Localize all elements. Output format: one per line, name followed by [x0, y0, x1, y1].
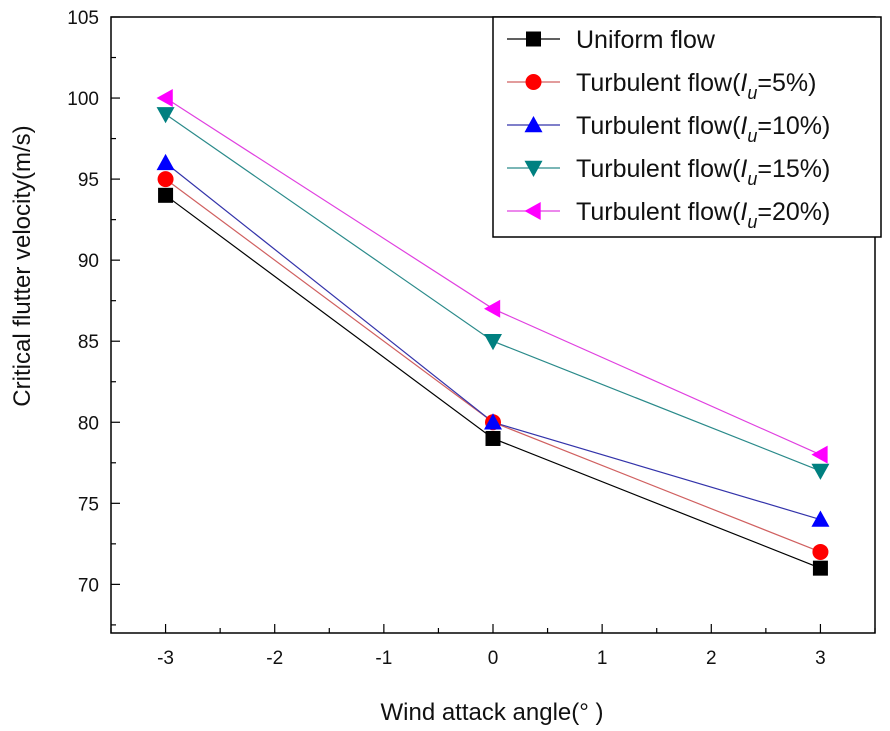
y-tick-label: 105	[67, 8, 99, 29]
legend-label-1: Turbulent flow(Iu=5%)	[576, 69, 816, 103]
x-tick-label: -2	[266, 648, 283, 669]
y-tick-label: 85	[78, 332, 99, 353]
legend-label-0: Uniform flow	[576, 26, 716, 54]
y-tick-label: 70	[78, 575, 99, 596]
x-tick-label: 2	[706, 648, 717, 669]
data-point-s4-0	[156, 89, 173, 108]
legend-label-4: Turbulent flow(Iu=20%)	[576, 198, 830, 232]
data-point-s0-2	[812, 560, 828, 576]
legend-marker-1	[525, 74, 542, 90]
data-point-s0-1	[485, 430, 501, 446]
data-point-s3-1	[484, 334, 502, 351]
x-tick-label: -1	[375, 648, 392, 669]
y-tick-label: 75	[78, 494, 99, 515]
legend-label-2: Turbulent flow(Iu=10%)	[576, 112, 830, 146]
x-tick-label: 3	[815, 648, 826, 669]
legend-box	[492, 16, 882, 238]
y-tick-label: 80	[78, 413, 99, 434]
data-point-s2-2	[811, 510, 830, 527]
x-tick-label: 1	[597, 648, 608, 669]
legend-marker-4	[524, 202, 541, 220]
y-tick-label: 100	[67, 89, 99, 110]
legend: Uniform flow Turbulent flow(Iu=5%) Turbule…	[492, 16, 882, 238]
data-point-s0-0	[158, 187, 174, 203]
axes: -3 -2 -1 0 1 2 3 70 75 80 85 90 95 100 105	[67, 8, 876, 669]
data-point-s1-2	[812, 543, 829, 560]
data-point-s3-0	[156, 107, 175, 124]
data-point-s3-2	[811, 463, 830, 480]
legend-marker-0	[526, 31, 541, 47]
legend-marker-3	[524, 160, 543, 177]
x-tick-label: 0	[488, 648, 499, 669]
legend-marker-2	[524, 116, 543, 133]
x-axis-title: Wind attack angle(° )	[380, 699, 603, 726]
legend-label-3: Turbulent flow(Iu=15%)	[576, 155, 830, 189]
series-markers	[156, 89, 830, 576]
y-axis-title: Critical flutter velocity(m/s)	[9, 125, 36, 406]
data-point-s4-2	[811, 445, 828, 464]
data-point-s4-1	[484, 299, 501, 318]
data-point-s1-0	[157, 171, 174, 188]
x-tick-label: -3	[157, 648, 174, 669]
data-point-s2-1	[484, 413, 502, 430]
y-tick-label: 90	[78, 251, 99, 272]
data-point-s2-0	[156, 153, 175, 171]
y-tick-label: 95	[78, 170, 99, 191]
series-line-0	[165, 194, 821, 569]
